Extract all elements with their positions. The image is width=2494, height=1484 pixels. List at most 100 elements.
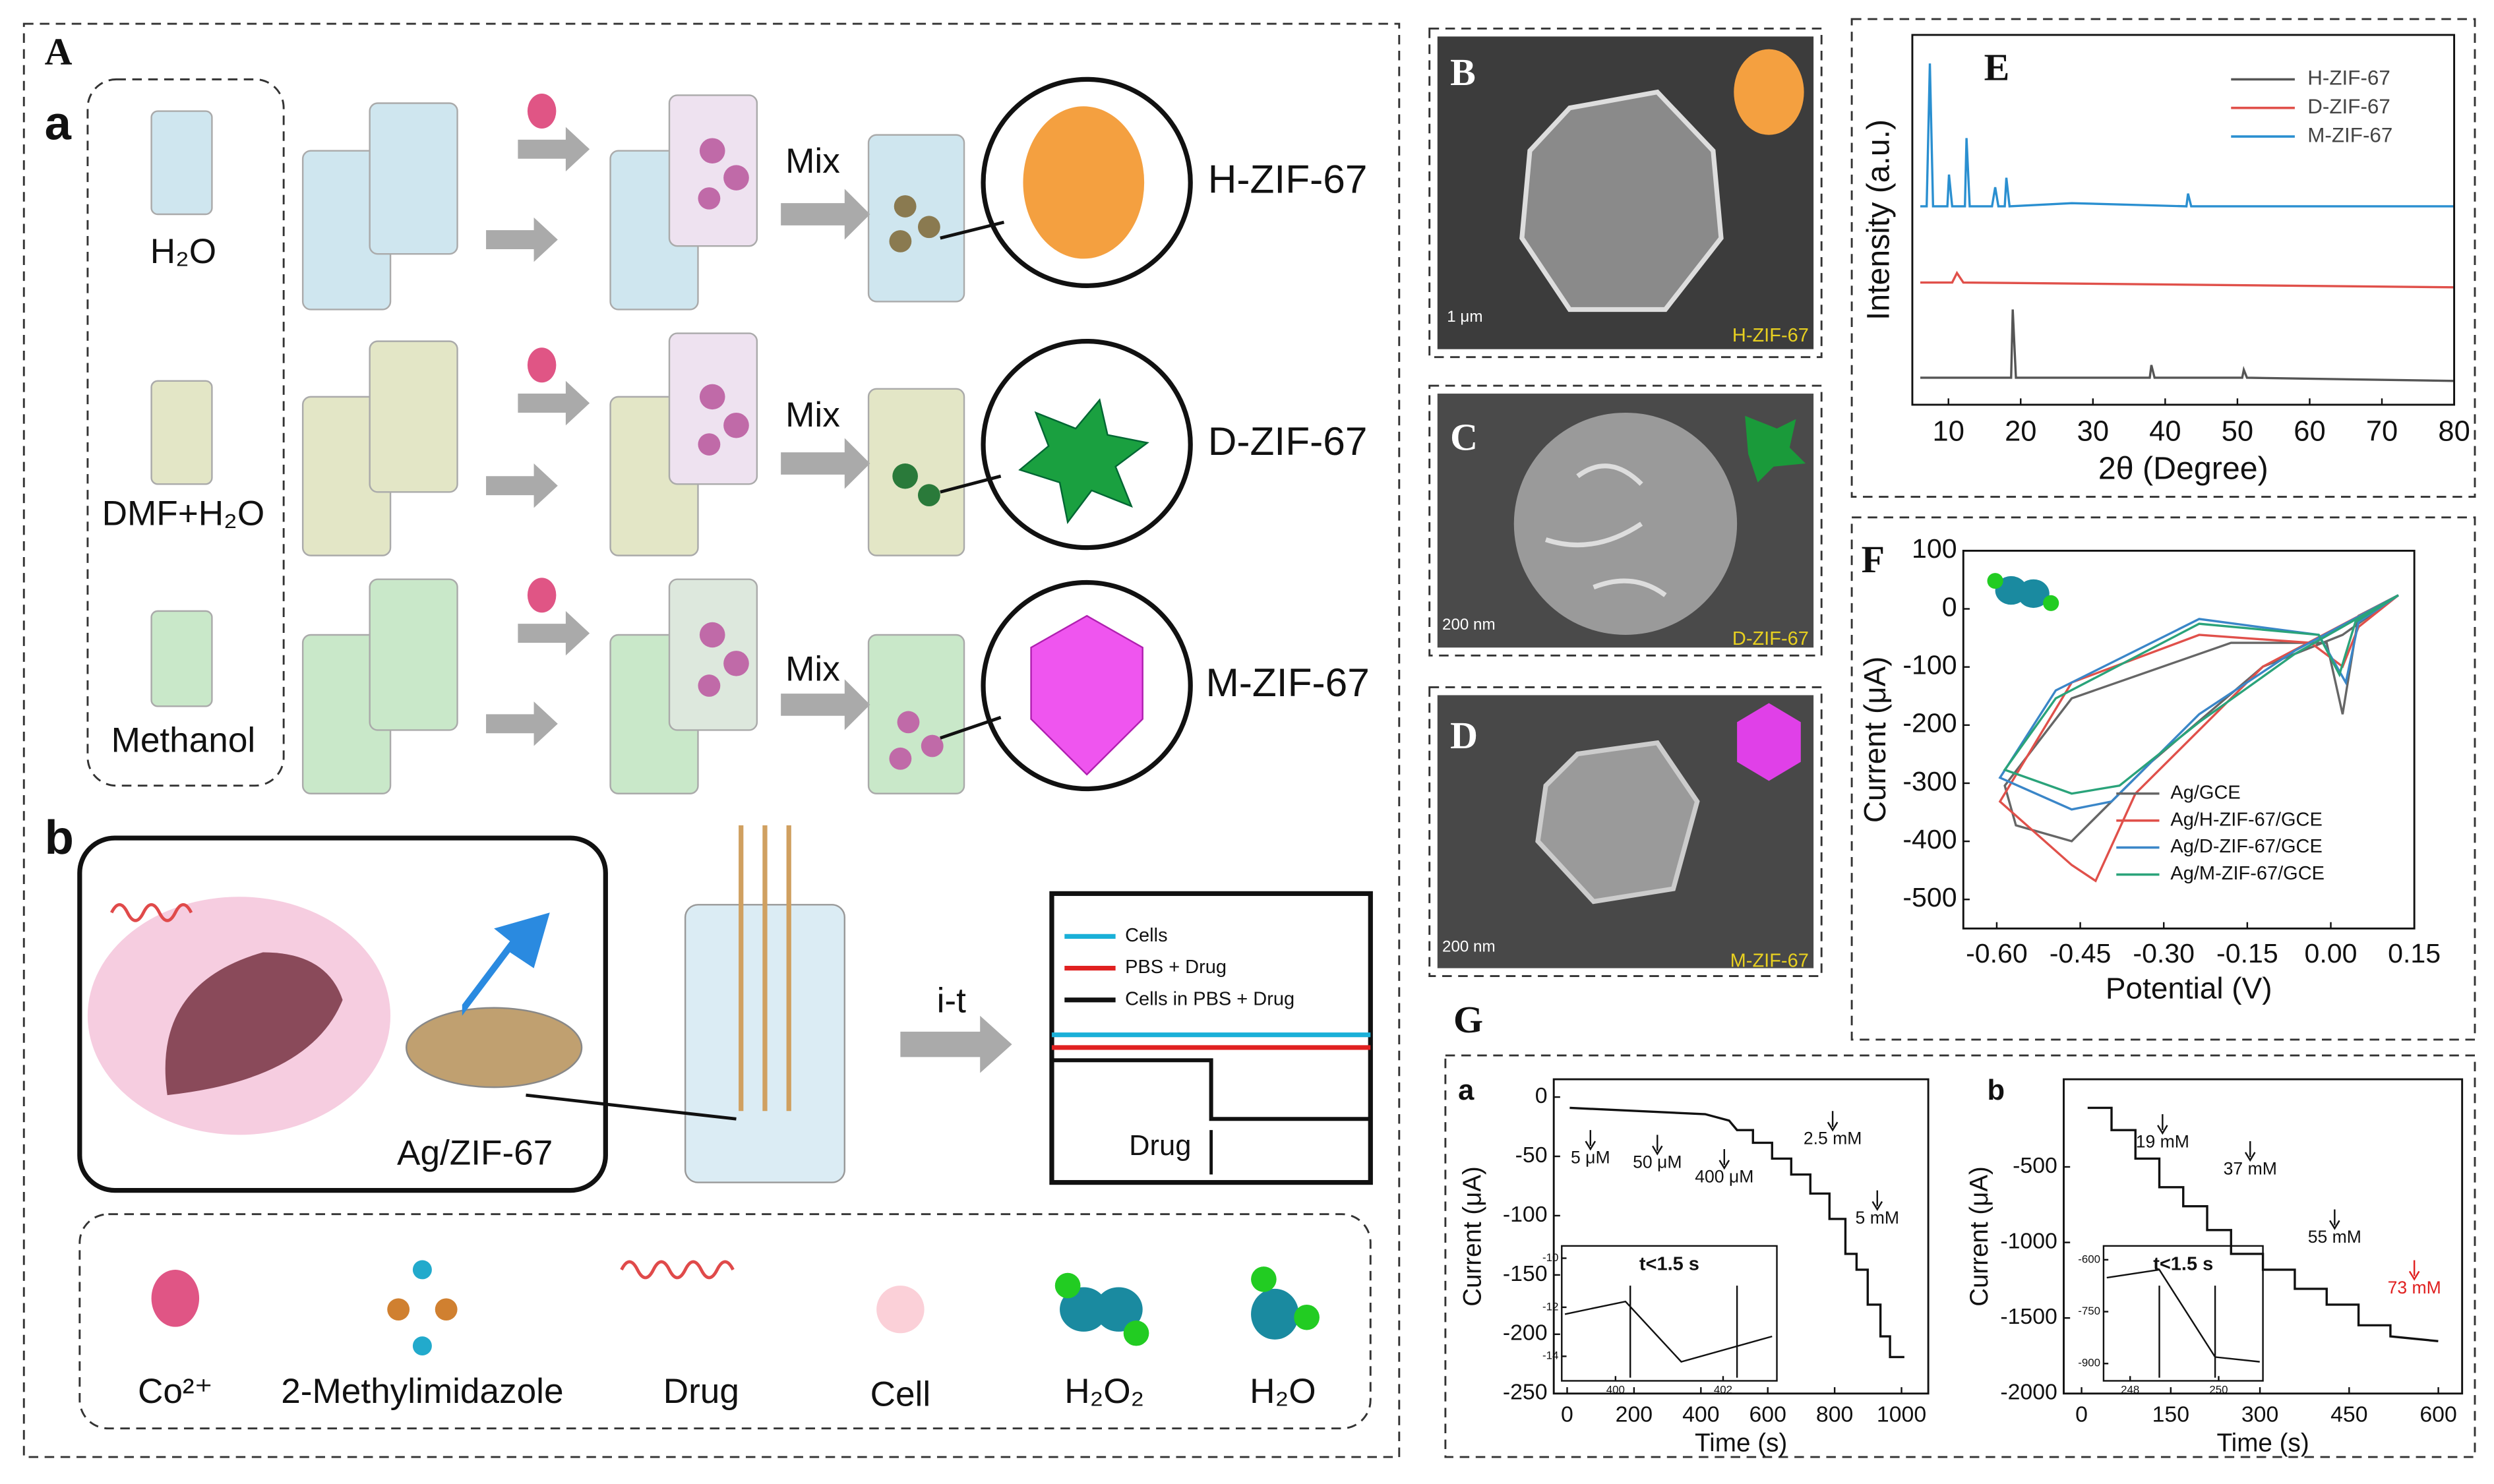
drug-icon (110, 903, 193, 922)
panel-label: A (45, 30, 73, 73)
x-tick-label: 20 (2005, 416, 2036, 448)
y-tick-label: -300 (1902, 766, 1957, 796)
inset-label: t<1.5 s (1639, 1253, 1699, 1274)
panel-b-frame (1428, 27, 1823, 359)
x-tick-label: -0.45 (2050, 938, 2112, 968)
panel-label: B (1450, 51, 1476, 94)
y-axis-label: Current (μA) (1858, 657, 1892, 823)
inset-x-tick-label: 400 (1606, 1383, 1625, 1396)
it-trace (1051, 1058, 1371, 1121)
x-axis-label: 2θ (Degree) (2098, 450, 2268, 486)
panel-f-frame (1850, 516, 2476, 1041)
inset-x-tick-label: 250 (2209, 1383, 2228, 1396)
legend-label: D-ZIF-67 (2307, 95, 2390, 118)
particles (889, 195, 940, 252)
method-label: i-t (937, 982, 967, 1021)
annotation-arrowhead (1871, 1201, 1883, 1211)
annotation: 37 mM (2224, 1158, 2277, 1178)
panel-label: C (1450, 416, 1478, 459)
inset-label: t<1.5 s (2153, 1253, 2213, 1274)
x-tick-label: -0.15 (2216, 938, 2278, 968)
x-axis-label: Time (s) (2216, 1429, 2309, 1458)
x-tick-label: 0.15 (2388, 938, 2441, 968)
inset-y-tick-label: -14 (1542, 1350, 1558, 1362)
drug-label: Drug (1129, 1130, 1191, 1162)
annotation: 73 mM (2388, 1278, 2441, 1297)
x-tick-label: 1000 (1877, 1402, 1926, 1427)
annotation-arrowhead (1585, 1141, 1597, 1151)
annotation-arrowhead (1827, 1121, 1839, 1132)
y-axis-label: Current (μA) (1965, 1166, 1993, 1307)
x-tick-label: 300 (2241, 1402, 2278, 1427)
x-tick-label: -0.30 (2133, 938, 2195, 968)
scale-bar: 200 nm (1442, 616, 1496, 634)
key-icons (151, 1260, 1320, 1355)
m-zif-model (1030, 614, 1143, 776)
plot-frame (1552, 1078, 1930, 1395)
solvent-label: Methanol (111, 721, 256, 760)
beakers (150, 94, 965, 794)
panel-label: F (1862, 538, 1885, 581)
panel-label: E (1984, 46, 2010, 89)
sem-particle (1535, 740, 1700, 905)
inset-y-tick-label: -600 (2078, 1253, 2100, 1265)
y-tick-label: -1000 (2000, 1229, 2057, 1254)
inset-frame (2102, 1245, 2264, 1382)
product-label: H-ZIF-67 (1208, 157, 1368, 202)
x-tick-label: 60 (2294, 416, 2325, 448)
arrow-icon (462, 912, 550, 1016)
y-tick-label: -250 (1503, 1380, 1548, 1405)
panel-g-frame (1444, 1054, 2476, 1458)
product-label: M-ZIF-67 (1205, 660, 1369, 705)
legend-label: Ag/H-ZIF-67/GCE (2170, 809, 2322, 830)
mix-label: Mix (785, 396, 840, 434)
plot-frame (2063, 1078, 2464, 1395)
panel-label: a (45, 97, 72, 150)
panel-label: b (1988, 1075, 2005, 1106)
y-tick-label: -400 (1902, 824, 1957, 854)
solvent-box (86, 78, 285, 787)
x-tick-label: 600 (2419, 1402, 2456, 1427)
panel-label: a (1458, 1075, 1475, 1106)
particles (892, 463, 940, 506)
y-tick-label: 100 (1912, 533, 1957, 564)
xrd-curve (1920, 309, 2454, 382)
y-tick-label: -50 (1515, 1143, 1548, 1168)
inset-y-tick-label: -750 (2078, 1305, 2100, 1317)
legend-label: Cells in PBS + Drug (1125, 988, 1294, 1009)
x-tick-label: 800 (1816, 1402, 1853, 1427)
pointers (940, 220, 1005, 740)
panel-label: b (45, 811, 74, 864)
annotation-arrowhead (1651, 1145, 1663, 1156)
sem-particle (1513, 412, 1738, 635)
plot-frame (1962, 549, 2416, 930)
annotation-arrowhead (2329, 1220, 2340, 1230)
x-tick-label: 40 (2149, 416, 2181, 448)
x-tick-label: 50 (2222, 416, 2253, 448)
y-tick-label: -100 (1902, 650, 1957, 680)
y-tick-label: -150 (1503, 1261, 1548, 1286)
x-tick-label: 0 (1561, 1402, 1573, 1427)
x-tick-label: 200 (1616, 1402, 1653, 1427)
sem-name: M-ZIF-67 (1730, 951, 1809, 972)
annotation: 50 μM (1633, 1152, 1682, 1172)
annotation-arrowhead (2244, 1152, 2256, 1162)
arrows (486, 127, 1012, 1073)
cv-curve (1998, 594, 2399, 811)
annotation: 55 mM (2308, 1227, 2361, 1247)
y-tick-label: 0 (1535, 1083, 1548, 1108)
solvent-label: DMF+H₂O (102, 494, 265, 533)
y-tick-label: -1500 (2000, 1304, 2057, 1329)
x-tick-label: 70 (2366, 416, 2398, 448)
inset-curve (2106, 1268, 2260, 1363)
inset-y-tick-label: -10 (1542, 1251, 1558, 1264)
x-tick-label: -0.60 (1966, 938, 2028, 968)
legend-label: M-ZIF-67 (2307, 123, 2392, 146)
y-axis-label: Intensity (a.u.) (1860, 119, 1896, 320)
sem-name: H-ZIF-67 (1732, 325, 1809, 346)
xrd-curve (1920, 63, 2454, 208)
x-axis-label: Time (s) (1695, 1429, 1787, 1458)
particles (698, 138, 944, 770)
